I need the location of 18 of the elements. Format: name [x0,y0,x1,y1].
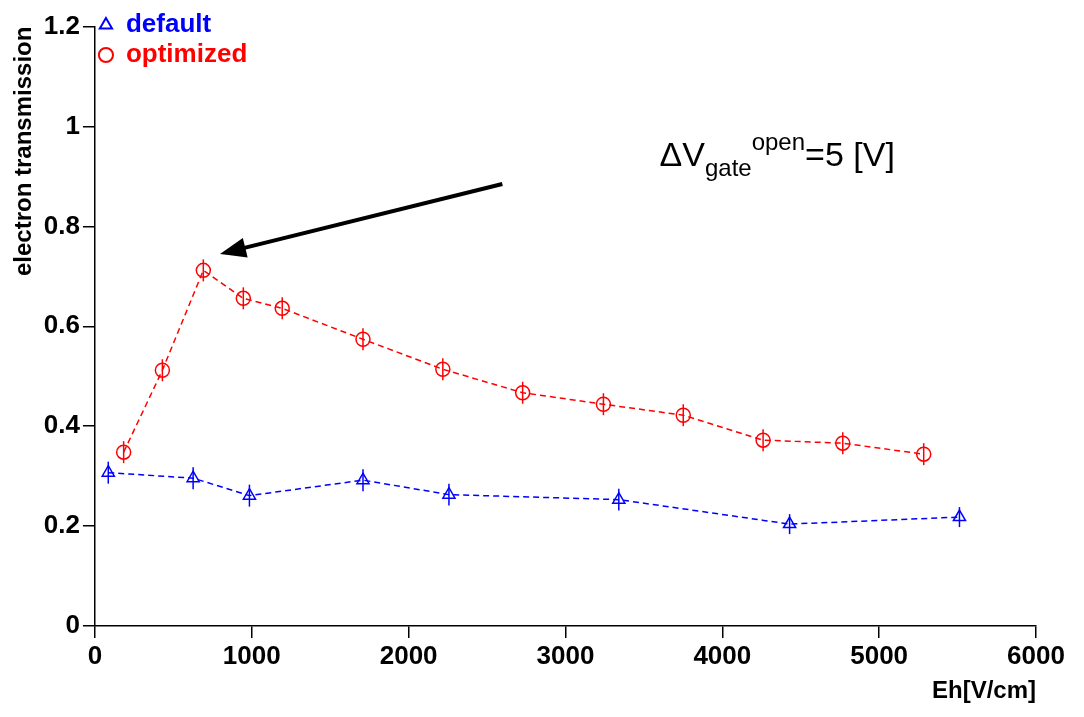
legend-label: optimized [125,38,248,69]
x-tick-label: 2000 [379,639,438,670]
x-tick-label: 0 [87,639,103,670]
legend-label: default [125,8,212,39]
y-tick-label: 0 [65,609,80,640]
y-tick-label: 1 [65,109,80,140]
x-tick-label: 3000 [536,639,595,670]
y-tick-label: 0.8 [43,209,80,240]
y-tick-label: 1.2 [43,9,80,40]
x-axis-title: Eh[V/cm] [931,676,1036,704]
y-tick-label: 0.6 [43,309,80,340]
x-tick-label: 6000 [1007,639,1065,670]
x-tick-label: 1000 [222,639,281,670]
x-tick-label: 5000 [850,639,909,670]
y-tick-label: 0.4 [43,409,81,440]
x-tick-label: 4000 [693,639,752,670]
y-tick-label: 0.2 [43,509,80,540]
y-axis-title: electron transmission [9,26,37,277]
